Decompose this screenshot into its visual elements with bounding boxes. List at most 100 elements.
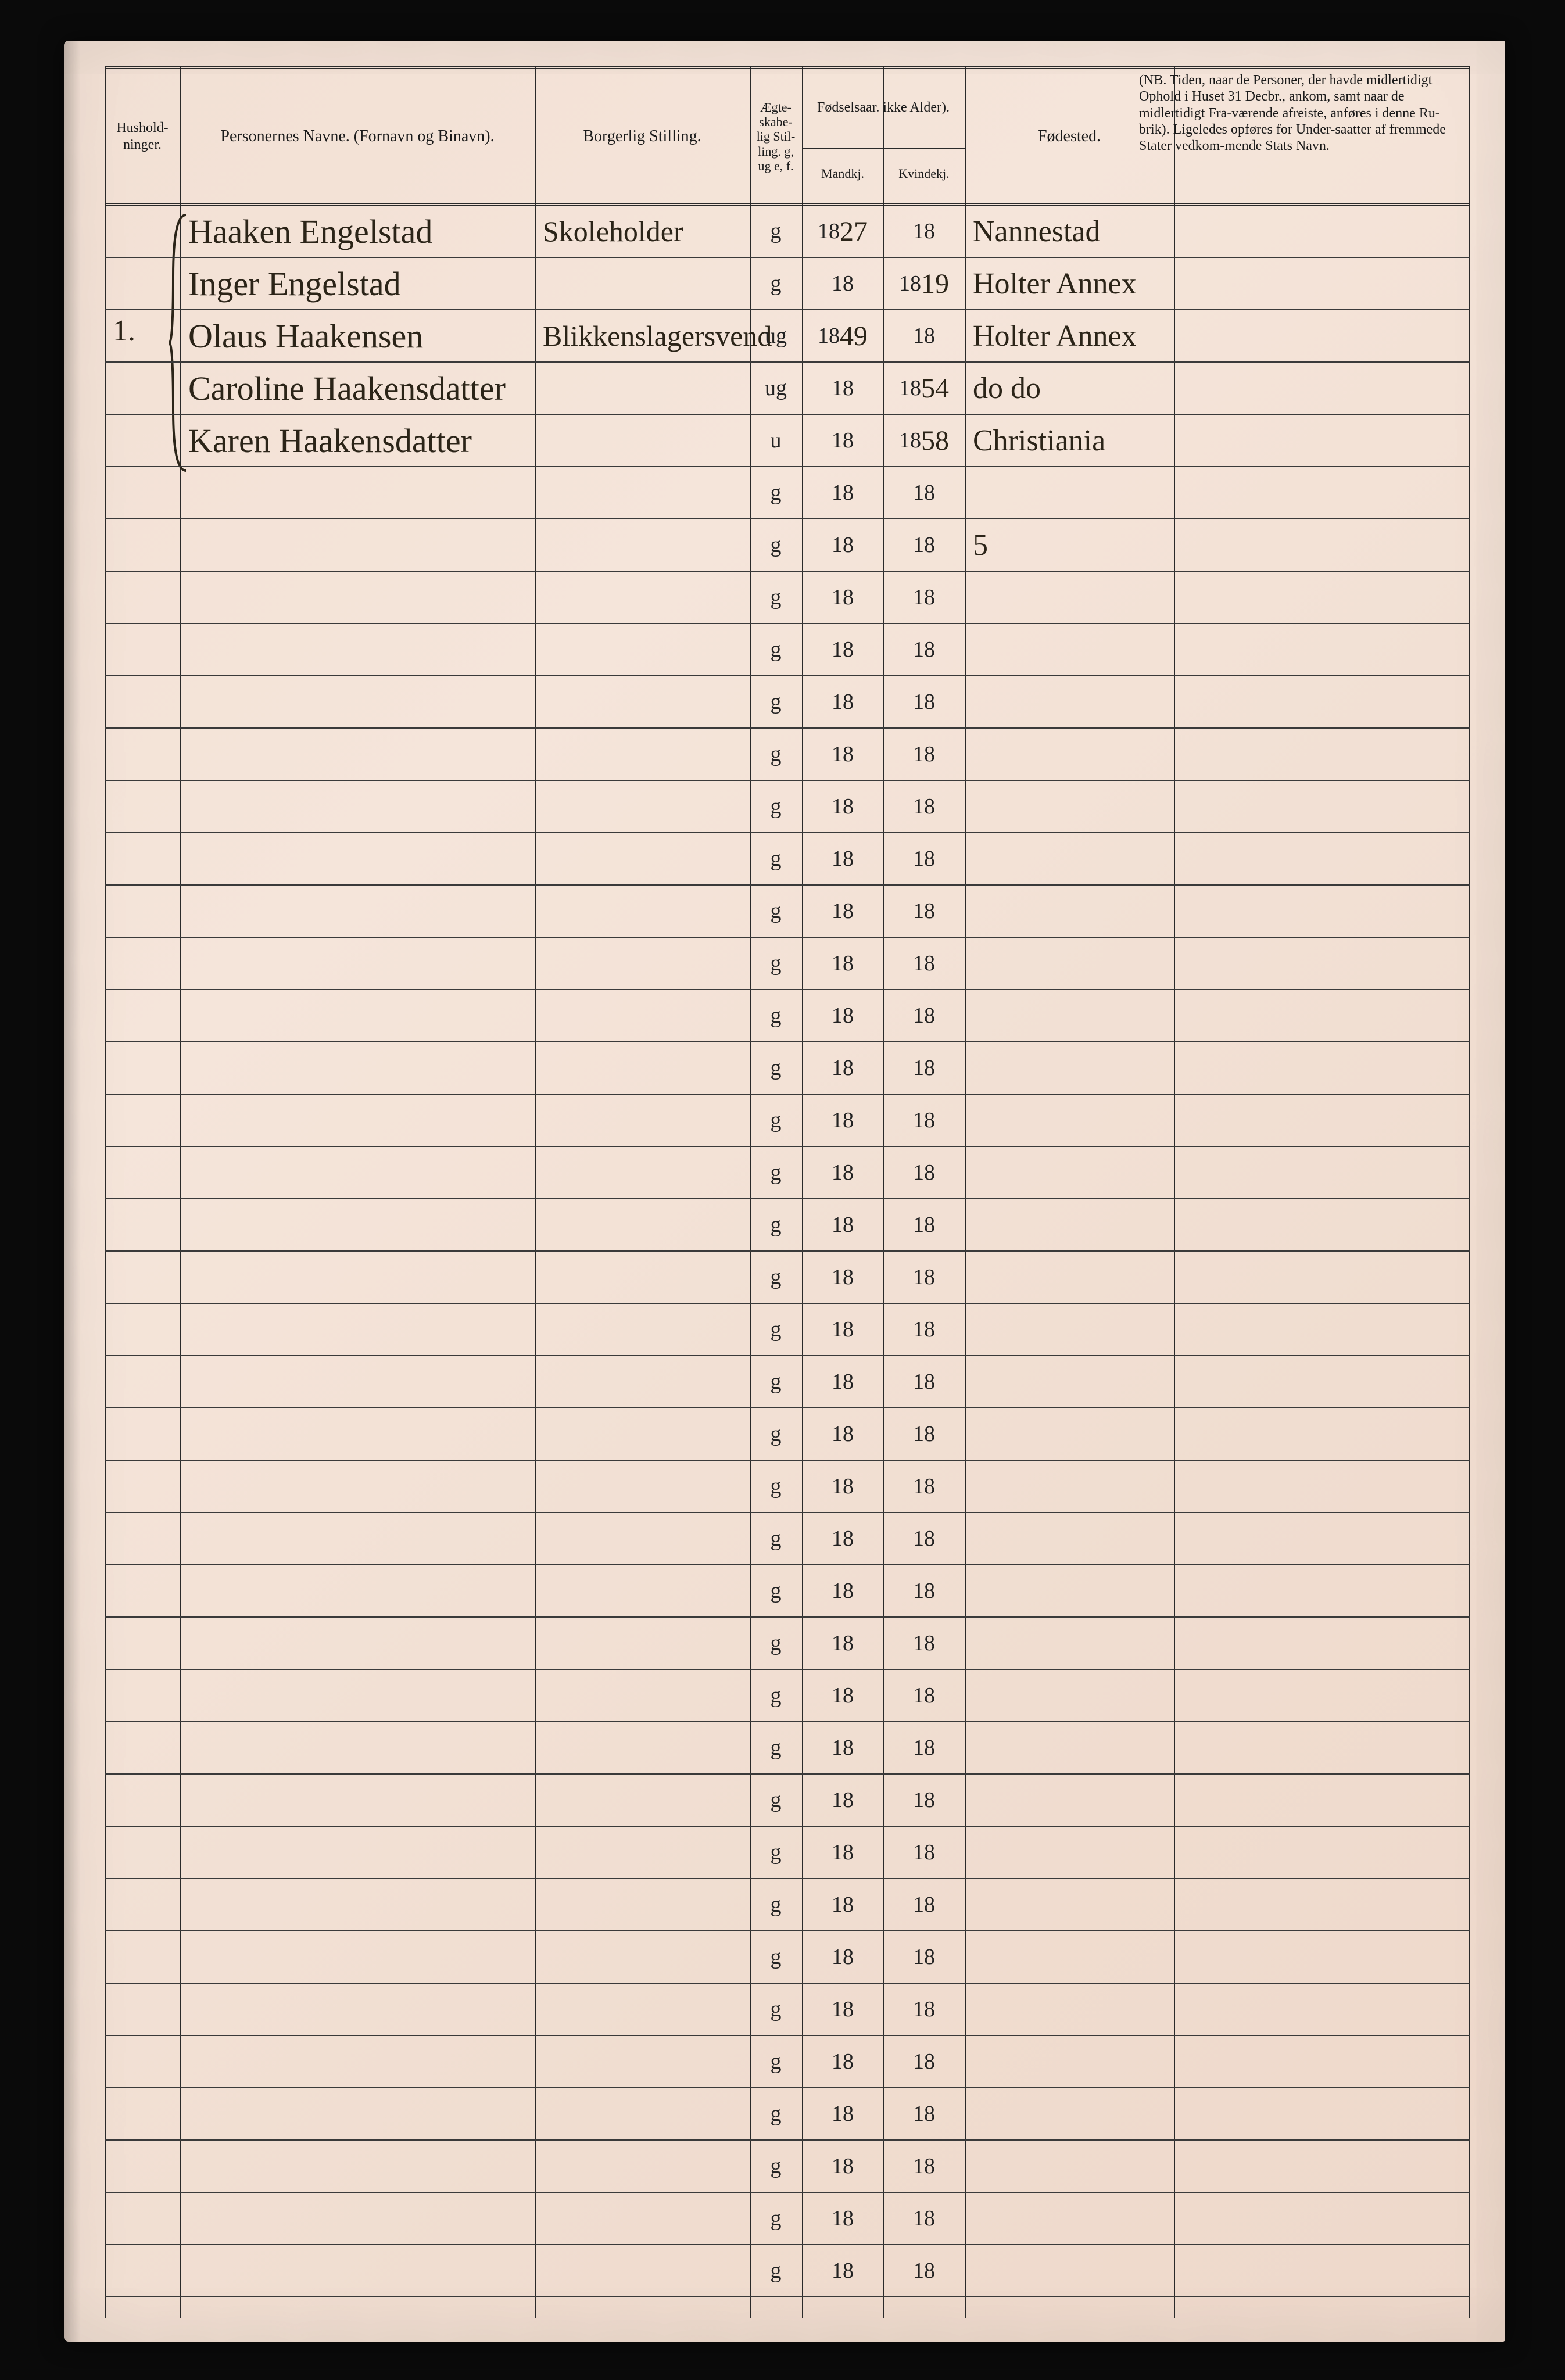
cell-aegte: g (750, 886, 802, 937)
table-row: Haaken EngelstadSkoleholderg182718Nannes… (105, 206, 1470, 258)
table-row: Inger Engelstadg181819Holter Annex (105, 258, 1470, 310)
cell-aegte: g (750, 1984, 802, 2035)
table-row: g1818 (105, 781, 1470, 833)
cell-fodested: 5 (965, 519, 1174, 571)
cell-aegte: ug (750, 310, 802, 361)
col-header-nb-note: (NB. Tiden, naar de Personer, der havde … (1139, 72, 1464, 155)
cell-aegte: g (750, 1408, 802, 1460)
cell-kvindekj: 18 (883, 1618, 965, 1669)
table-row: g1818 (105, 886, 1470, 938)
cell-mandkj: 18 (802, 1565, 883, 1616)
table-row: Olaus HaakensenBlikkenslagersvendug18491… (105, 310, 1470, 363)
cell-aegte: g (750, 1827, 802, 1878)
cell-aegte: g (750, 572, 802, 623)
table-row: g1818 (105, 1775, 1470, 1827)
cell-kvindekj: 18 (883, 2245, 965, 2296)
table-row: g1818 (105, 1722, 1470, 1775)
table-row: g1818 (105, 2245, 1470, 2297)
cell-fodested: Holter Annex (965, 258, 1174, 309)
cell-mandkj: 18 (802, 1513, 883, 1564)
cell-aegte: g (750, 2088, 802, 2139)
table-row: Caroline Haakensdatterug181854do do (105, 363, 1470, 415)
table-row: g1818 (105, 1513, 1470, 1565)
cell-kvindekj: 18 (883, 990, 965, 1041)
cell-aegte: g (750, 624, 802, 675)
cell-aegte: g (750, 938, 802, 989)
cell-mandkj: 18 (802, 1879, 883, 1930)
cell-aegte: g (750, 2245, 802, 2296)
col-header-navn: Personernes Navne. (Fornavn og Binavn). (180, 76, 535, 198)
col-header-fodsel: Fødselsaar. ikke Alder). (802, 76, 965, 139)
table-row: g1818 (105, 1618, 1470, 1670)
table-row: g1818 (105, 1147, 1470, 1199)
cell-aegte: g (750, 206, 802, 257)
table-row: g1818 (105, 467, 1470, 519)
cell-fodested: Christiania (965, 415, 1174, 466)
cell-mandkj: 18 (802, 2245, 883, 2296)
table-row: g1818 (105, 938, 1470, 990)
table-row: g1818 (105, 990, 1470, 1042)
cell-mandkj: 18 (802, 1095, 883, 1146)
cell-kvindekj: 18 (883, 624, 965, 675)
table-row: g1818 (105, 1304, 1470, 1356)
census-ledger-page: Hushold- ninger. Personernes Navne. (For… (64, 41, 1505, 2342)
cell-mandkj: 18 (802, 676, 883, 727)
cell-navn: Caroline Haakensdatter (180, 363, 535, 414)
cell-aegte: g (750, 1775, 802, 1826)
cell-kvindekj: 18 (883, 1722, 965, 1773)
cell-kvindekj: 18 (883, 1304, 965, 1355)
table-row: g1818 (105, 2088, 1470, 2141)
cell-kvindekj: 18 (883, 2036, 965, 2087)
cell-kvindekj: 18 (883, 1042, 965, 1094)
cell-aegte: g (750, 1199, 802, 1250)
cell-kvindekj: 18 (883, 2141, 965, 2192)
cell-mandkj: 18 (802, 1408, 883, 1460)
cell-mandkj: 1827 (802, 206, 883, 257)
cell-kvindekj: 18 (883, 1565, 965, 1616)
table-row: g1818 (105, 1984, 1470, 2036)
cell-kvindekj: 1819 (883, 258, 965, 309)
cell-mandkj: 18 (802, 1147, 883, 1198)
cell-mandkj: 18 (802, 1775, 883, 1826)
cell-stilling: Blikkenslagersvend (535, 310, 750, 361)
cell-fodested: Holter Annex (965, 310, 1174, 361)
cell-kvindekj: 18 (883, 2088, 965, 2139)
cell-aegte: g (750, 519, 802, 571)
cell-aegte: g (750, 1095, 802, 1146)
header-rule (105, 66, 1470, 69)
cell-kvindekj: 18 (883, 1670, 965, 1721)
cell-kvindekj: 18 (883, 572, 965, 623)
cell-mandkj: 18 (802, 415, 883, 466)
cell-aegte: g (750, 1879, 802, 1930)
cell-mandkj: 18 (802, 2193, 883, 2244)
cell-kvindekj: 18 (883, 676, 965, 727)
cell-aegte: g (750, 1304, 802, 1355)
cell-kvindekj: 18 (883, 1984, 965, 2035)
table-row: g1818 (105, 1827, 1470, 1879)
cell-aegte: g (750, 1461, 802, 1512)
cell-kvindekj: 18 (883, 1408, 965, 1460)
cell-kvindekj: 18 (883, 206, 965, 257)
cell-aegte: g (750, 1356, 802, 1407)
cell-kvindekj: 1858 (883, 415, 965, 466)
cell-mandkj: 18 (802, 990, 883, 1041)
cell-mandkj: 18 (802, 833, 883, 884)
cell-aegte: g (750, 1931, 802, 1983)
cell-mandkj: 18 (802, 572, 883, 623)
cell-stilling: Skoleholder (535, 206, 750, 257)
table-row: g1818 (105, 2036, 1470, 2088)
col-header-kvindekj: Kvindekj. (883, 148, 965, 200)
cell-mandkj: 18 (802, 1722, 883, 1773)
table-row: g1818 (105, 729, 1470, 781)
cell-kvindekj: 18 (883, 1931, 965, 1983)
cell-mandkj: 18 (802, 1252, 883, 1303)
cell-mandkj: 18 (802, 1931, 883, 1983)
table-body: Haaken EngelstadSkoleholderg182718Nannes… (105, 206, 1470, 2318)
cell-mandkj: 18 (802, 2141, 883, 2192)
cell-aegte: g (750, 833, 802, 884)
cell-aegte: ug (750, 363, 802, 414)
cell-kvindekj: 18 (883, 1775, 965, 1826)
table-row: g1818 (105, 1408, 1470, 1461)
cell-navn: Karen Haakensdatter (180, 415, 535, 466)
table-row: g1818 (105, 1042, 1470, 1095)
